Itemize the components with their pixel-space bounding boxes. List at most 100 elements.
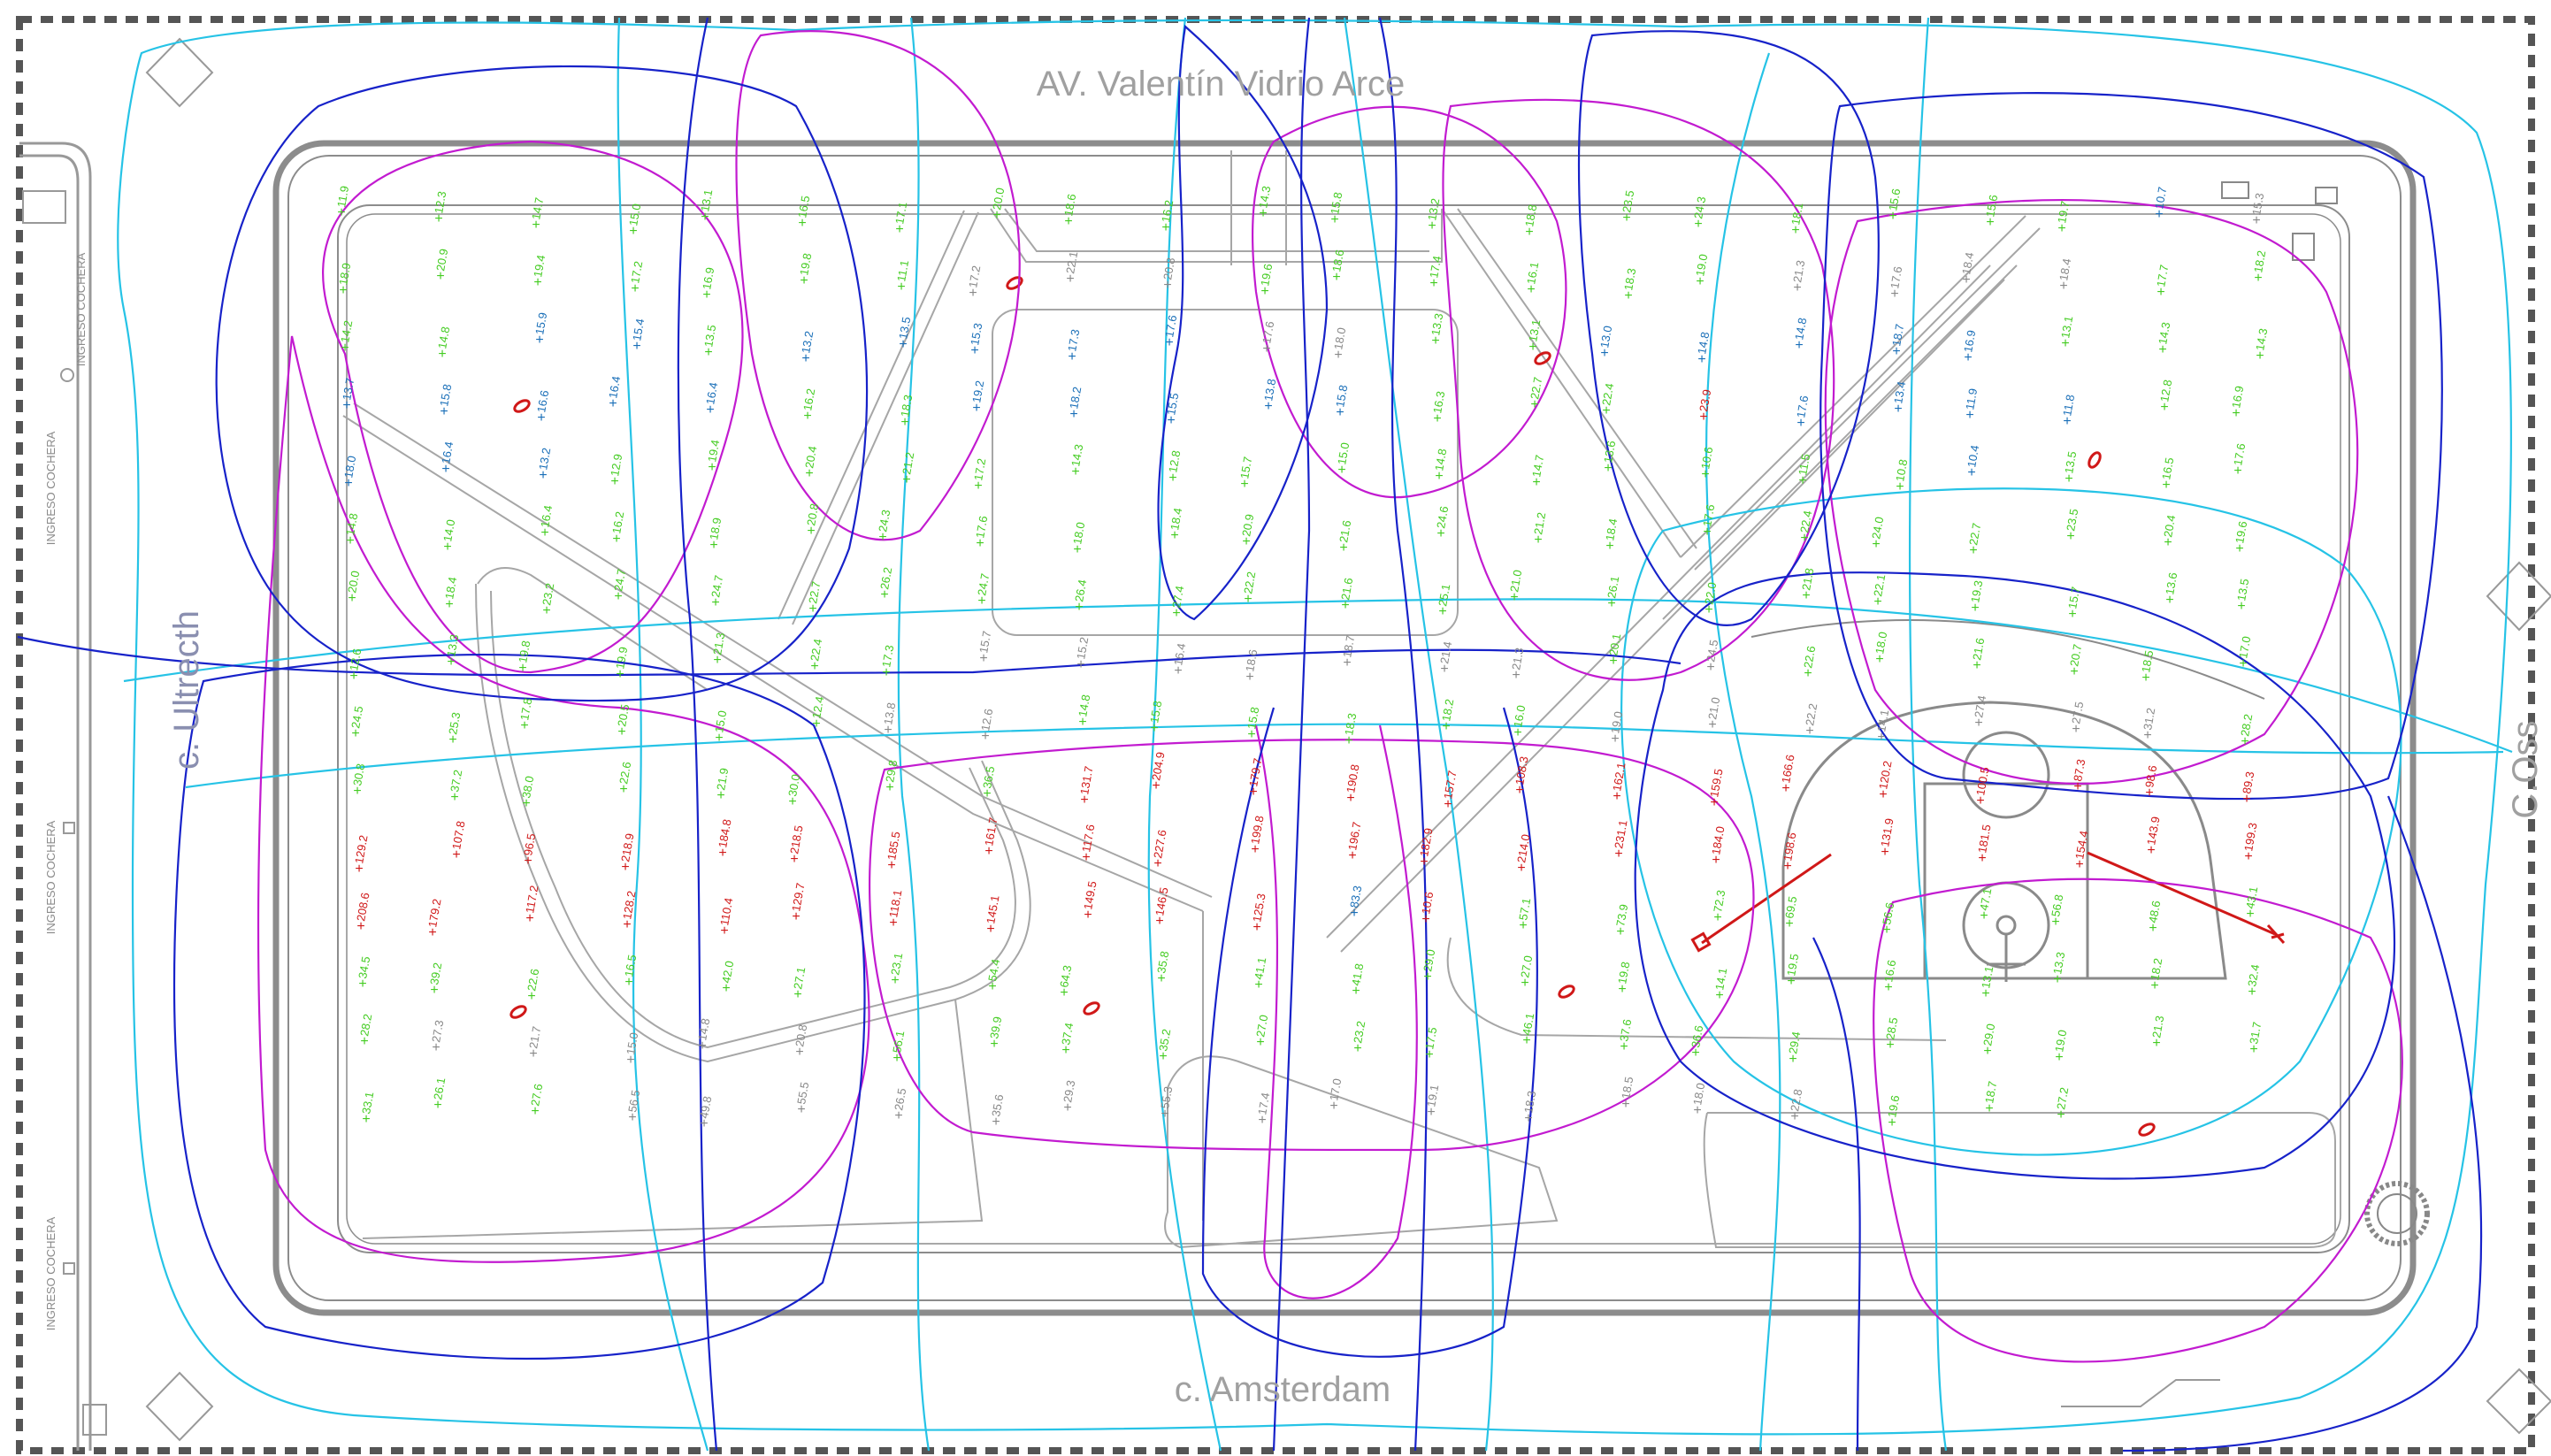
reading-value: 24.7 [709,574,725,599]
reading-marker: + [1329,1099,1337,1114]
reading-marker: + [880,587,888,602]
reading-point: +35.8 [1154,950,1171,986]
reading-value: 18.3 [1521,1090,1538,1115]
reading-value: 14.8 [1695,331,1712,356]
reading-value: 24.3 [876,509,892,533]
reading-marker: + [1896,479,1904,494]
reading-value: 17.2 [971,457,988,482]
reading-value: 14.1 [1712,967,1729,992]
reading-marker: + [1334,348,1342,363]
reading-marker: + [1150,721,1158,736]
reading-value: 17.1 [892,201,909,226]
reading-marker: + [1620,1039,1628,1054]
reading-marker: + [438,347,446,362]
reading-point: +21.2 [900,451,916,487]
reading-value: 21.0 [1507,569,1524,594]
reading-value: 17.5 [1422,1026,1439,1051]
reading-marker: + [2141,671,2149,686]
reading-value: 21.8 [1799,567,1816,592]
reading-point: +19.5 [1784,953,1801,989]
reading-point: +146.5 [1153,886,1170,929]
reading-marker: + [2158,342,2166,357]
reading-marker: + [969,286,977,301]
reading-marker: + [1985,1101,1993,1116]
reading-value: 18.5 [2139,649,2156,674]
reading-marker: + [348,591,356,606]
reading-marker: + [2150,978,2158,993]
reading-marker: + [1429,276,1437,291]
reading-point: +89.3 [2240,770,2256,807]
reading-point: +42.0 [719,960,736,996]
reading-value: 17.0 [1327,1077,1344,1102]
reading-marker: + [1980,908,1988,923]
reading-point: +110.4 [717,897,735,939]
reading-value: 13.1 [1979,965,1996,990]
reading-point: +10.6 [1419,891,1436,927]
reading-point: +23.5 [2064,508,2080,544]
reading-marker: + [1888,1115,1896,1130]
reading-value: 13.5 [2062,450,2079,475]
reading-marker: + [2242,792,2250,807]
reading-point: +55.3 [1158,1085,1175,1122]
reading-point: +18.7 [1889,323,1906,359]
reading-value: 179.7 [1246,757,1264,788]
reading-point: +20.4 [802,445,819,481]
reading-marker: + [2246,907,2254,922]
reading-value: 19.0 [1693,253,1710,278]
reading-point: +30.8 [350,762,367,799]
reading-point: +120.2 [1876,760,1894,802]
reading-marker: + [1701,467,1709,482]
reading-point: +23.9 [1697,388,1713,425]
reading-value: 16.3 [1430,390,1447,415]
reading-marker: + [609,396,617,411]
reading-marker: + [628,1110,636,1125]
reading-marker: + [1805,724,1813,739]
reading-value: 10.4 [1965,444,1981,469]
reading-marker: + [1791,223,1799,238]
reading-value: 15.6 [1983,194,2000,218]
reading-point: +27.4 [1169,585,1186,621]
reading-marker: + [2073,779,2081,794]
reading-value: 20.0 [990,187,1007,211]
reading-value: 18.4 [1959,251,1976,276]
reading-marker: + [2149,921,2156,936]
reading-value: 32.4 [2245,963,2262,988]
reading-marker: + [722,981,730,996]
reading-marker: + [1444,797,1452,812]
reading-point: +18.5 [2139,649,2156,686]
reading-marker: + [1795,338,1803,353]
reading-point: +21.8 [1799,567,1816,603]
reading-marker: + [704,345,712,360]
reading-value: 218.9 [618,832,636,863]
reading-marker: + [1254,977,1262,992]
reading-point: +14.8 [1792,317,1809,353]
reading-marker: + [539,468,547,483]
reading-point: +20.1 [1606,632,1623,669]
reading-marker: + [788,794,796,809]
reading-point: +27.2 [2054,1086,2071,1123]
reading-point: +21.6 [1337,519,1353,556]
reading-marker: + [1080,793,1088,808]
reading-value: 18.5 [1619,1076,1636,1100]
reading-marker: + [1614,847,1622,862]
reading-marker: + [887,858,895,873]
reading-value: 49.8 [697,1095,714,1120]
reading-value: 13.3 [444,633,461,658]
reading-value: 25.1 [1436,583,1452,608]
reading-value: 35.8 [1154,950,1171,975]
reading-marker: + [1060,985,1068,1000]
reading-point: +18.7 [1340,634,1357,671]
reading-point: +149.5 [1081,880,1099,923]
reading-value: 20.8 [804,502,821,527]
reading-value: 110.4 [717,897,735,927]
reading-value: 20.8 [1161,257,1177,281]
reading-marker: + [1528,340,1536,355]
reading-value: 22.7 [1528,376,1544,401]
reading-value: 16.6 [1881,959,1898,984]
reading-value: 19.6 [2233,520,2249,545]
reading-value: 37.2 [448,769,464,793]
reading-marker: + [1696,274,1704,289]
reading-point: +14.3 [2253,327,2270,364]
reading-marker: + [1251,842,1259,857]
reading-point: +14.7 [1529,454,1546,490]
